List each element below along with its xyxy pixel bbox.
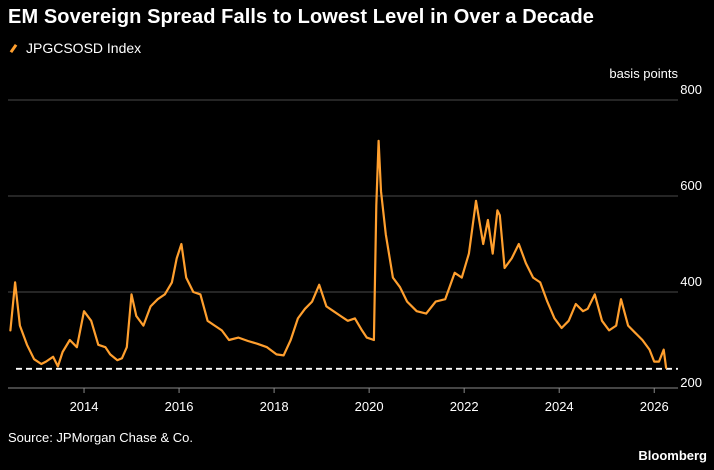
x-tick-label-2020: 2020 [355,399,384,414]
y-tick-label-400: 400 [680,274,702,289]
y-tick-label-800: 800 [680,82,702,97]
chart-title: EM Sovereign Spread Falls to Lowest Leve… [8,6,594,28]
y-axis-unit: basis points [609,66,678,81]
x-tick-label-2016: 2016 [165,399,194,414]
series-group [9,139,668,369]
x-tick-label-2018: 2018 [260,399,289,414]
y-tick-label-600: 600 [680,178,702,193]
legend: JPGCSOSD Index [9,40,141,56]
brand-logo: Bloomberg [638,448,707,463]
x-axis: 2014 2016 2018 2020 2022 2024 2026 [8,387,678,414]
source-note: Source: JPMorgan Chase & Co. [8,430,193,445]
legend-label: JPGCSOSD Index [26,40,142,56]
series-line-0 [9,139,668,369]
x-tick-label-2024: 2024 [545,399,574,414]
x-tick-label-2026: 2026 [640,399,669,414]
y-axis: 200 400 600 800 [680,82,702,390]
y-tick-label-200: 200 [680,375,702,390]
x-tick-label-2014: 2014 [70,399,99,414]
x-tick-label-2022: 2022 [450,399,479,414]
gridlines [8,99,678,293]
